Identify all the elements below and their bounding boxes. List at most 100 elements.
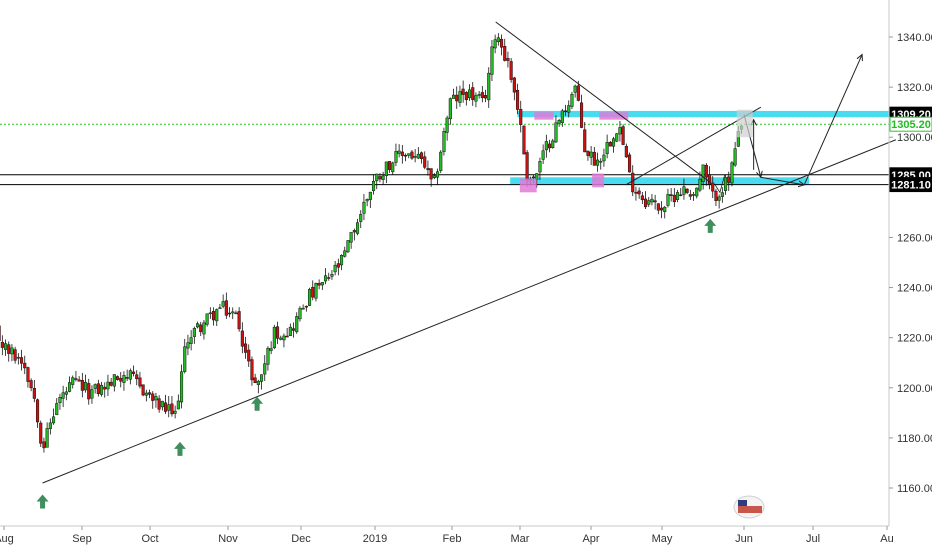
candle-up xyxy=(458,91,462,103)
price-tag-label: 1281.10 xyxy=(891,180,931,192)
candle-up xyxy=(208,312,212,315)
candle-down xyxy=(285,335,289,338)
candle-down xyxy=(23,362,27,369)
candle-down xyxy=(32,388,36,399)
candle-down xyxy=(410,151,414,159)
candle-up xyxy=(195,323,200,328)
candle-down xyxy=(224,300,228,316)
candle-up xyxy=(551,140,555,148)
candle-down xyxy=(429,168,433,180)
candle-down xyxy=(499,38,504,48)
candle-down xyxy=(688,194,692,197)
candle-up xyxy=(541,150,545,160)
candle-up xyxy=(279,337,283,340)
x-axis-ticks: Aug Sep Oct Nov Dec 2019 Feb Mar Apr May Jun Jul Au xyxy=(0,526,894,545)
x-tick-label: Dec xyxy=(291,533,311,545)
candle-up xyxy=(467,89,472,99)
candle-down xyxy=(455,94,459,102)
candle-up xyxy=(330,273,334,277)
candle-up xyxy=(451,94,456,99)
candle-down xyxy=(423,156,427,168)
candle-up xyxy=(314,283,318,299)
flag-logo-canton xyxy=(738,500,747,506)
candle-down xyxy=(672,194,676,203)
candle-down xyxy=(586,150,590,156)
candle-up xyxy=(307,289,312,306)
candle-up xyxy=(394,151,398,163)
candle-up xyxy=(355,222,360,234)
candle-up xyxy=(58,397,62,403)
candle-up xyxy=(183,346,187,372)
x-tick-label: Jun xyxy=(735,533,753,545)
candle-up xyxy=(477,94,481,96)
candle-up xyxy=(554,122,558,143)
candle-down xyxy=(109,381,113,386)
candle-down xyxy=(157,398,161,410)
candle-up xyxy=(259,374,264,382)
up-arrow-icon xyxy=(173,441,186,456)
candle-down xyxy=(378,176,382,180)
candle-down xyxy=(119,377,123,382)
candle-down xyxy=(621,126,625,145)
candle-down xyxy=(426,168,430,171)
candle-up xyxy=(368,191,372,200)
y-tick-label: 1340.00 xyxy=(897,32,932,44)
candle-up xyxy=(295,316,299,333)
price-tag xyxy=(889,116,932,132)
candle-up xyxy=(231,311,235,314)
candle-up xyxy=(144,392,148,396)
candle-down xyxy=(711,182,715,192)
projection-arrow xyxy=(803,55,862,186)
candle-down xyxy=(327,277,331,279)
touch-highlight xyxy=(592,173,605,188)
candle-down xyxy=(592,151,596,166)
candle-down xyxy=(714,190,718,201)
candle-up xyxy=(595,159,600,166)
x-tick-label: Nov xyxy=(218,533,238,545)
zone-band xyxy=(517,110,896,118)
candle-down xyxy=(669,194,673,196)
candle-up xyxy=(64,391,68,395)
y-axis-ticks: 1160.00 1180.00 1200.00 1220.00 1240.00 1260.… xyxy=(889,32,932,495)
candle-down xyxy=(400,151,404,156)
candle-up xyxy=(557,120,561,124)
candle-up xyxy=(112,374,116,387)
candle-down xyxy=(243,343,248,353)
candle-down xyxy=(656,203,660,211)
candle-down xyxy=(39,422,43,444)
candle-up xyxy=(589,151,593,158)
candle-down xyxy=(103,386,107,390)
candle-down xyxy=(317,283,321,286)
candle-up xyxy=(192,328,196,337)
candle-down xyxy=(631,172,635,193)
up-arrow-icon xyxy=(36,494,49,509)
candle-down xyxy=(29,380,33,389)
x-tick-label: Mar xyxy=(511,533,530,545)
candle-down xyxy=(311,287,315,298)
candle-up xyxy=(618,127,622,135)
candle-down xyxy=(304,305,308,308)
candle-down xyxy=(138,377,142,387)
x-tick-label: Au xyxy=(880,533,893,545)
candle-down xyxy=(547,143,552,149)
candle-down xyxy=(525,152,529,181)
candle-up xyxy=(691,194,696,196)
candle-up xyxy=(3,343,8,350)
trendlines xyxy=(42,21,897,484)
x-tick-label: Oct xyxy=(141,533,158,545)
candle-up xyxy=(647,200,651,205)
candle-down xyxy=(704,164,708,178)
candle-down xyxy=(211,311,216,321)
candle-down xyxy=(727,176,731,183)
candle-up xyxy=(723,177,728,191)
candle-up xyxy=(122,375,126,383)
support-resistance-zones xyxy=(510,110,896,185)
candle-down xyxy=(643,198,648,208)
candle-up xyxy=(99,384,104,395)
candle-down xyxy=(471,87,475,100)
candle-up xyxy=(432,175,436,178)
candle-down xyxy=(685,188,689,193)
candle-down xyxy=(531,176,536,179)
